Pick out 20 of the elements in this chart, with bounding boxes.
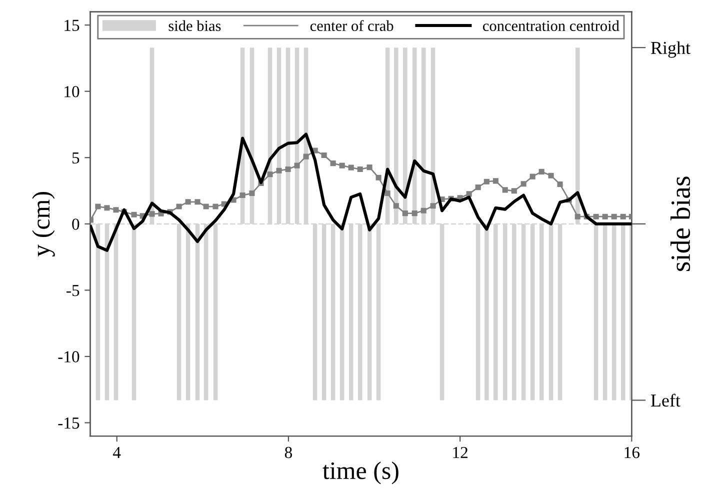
y-tick-label: -5	[66, 285, 80, 296]
x-tick-label: 12	[453, 446, 468, 458]
line-series	[90, 132, 632, 252]
y-tick-label: 10	[64, 86, 80, 98]
legend-label: side bias	[168, 20, 221, 32]
x-tick-label: 4	[113, 447, 121, 458]
y-axis-title: y (cm)	[32, 192, 55, 257]
legend-label: concentration centroid	[483, 20, 620, 32]
text: Left	[650, 394, 680, 407]
x-tick-label: 16	[624, 446, 640, 458]
x-tick-label: 8	[284, 446, 292, 458]
legend-label: center of crab	[310, 20, 394, 32]
text: Right	[650, 41, 690, 58]
y-tick-label: -15	[58, 418, 80, 429]
y2-axis-title: side bias	[670, 176, 690, 271]
y-tick-label: 5	[72, 152, 80, 164]
x-axis-title: time (s)	[322, 462, 398, 484]
y-tick-label: -10	[58, 351, 80, 362]
y-tick-label: 15	[64, 20, 80, 31]
y-tick-label: 0	[72, 218, 80, 230]
